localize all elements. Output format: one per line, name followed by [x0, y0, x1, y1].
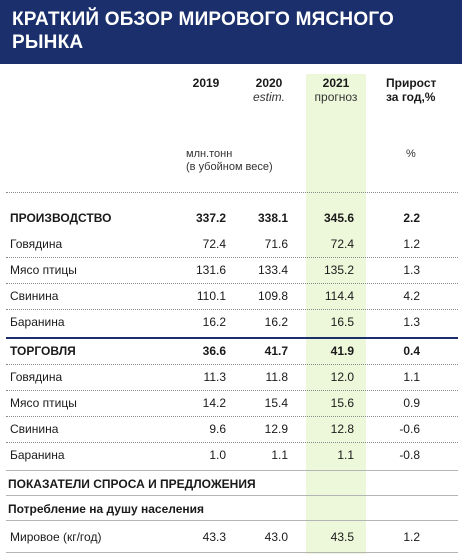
page-title: КРАТКИЙ ОБЗОР МИРОВОГО МЯСНОГО РЫНКА [12, 9, 395, 53]
trade-row-2020: 15.4 [264, 396, 288, 410]
production-row-2020: 71.6 [264, 237, 288, 251]
production-row-2020: 109.8 [257, 289, 288, 303]
production-row-label: Свинина [10, 289, 59, 303]
divider [6, 390, 458, 391]
trade-row-2020: 1.1 [271, 448, 288, 462]
trade-row-2021: 15.6 [330, 396, 354, 410]
trade-row-2019: 14.2 [202, 396, 226, 410]
divider [6, 309, 458, 310]
production-row-2021: 114.4 [324, 289, 354, 303]
indicators-subsection-label: Потребление на душу населения [8, 502, 205, 516]
trade-row-growth: 0.9 [403, 396, 420, 410]
indicators-row-2021: 43.5 [330, 530, 354, 544]
trade-2020: 41.7 [264, 344, 288, 358]
indicators-row-2019: 43.3 [202, 530, 226, 544]
units-line-1: млн.тонн [186, 148, 233, 160]
trade-row-2019: 1.0 [209, 448, 226, 462]
trade-label: ТОРГОВЛЯ [10, 344, 76, 358]
units-percent: % [406, 148, 416, 160]
production-row-2021: 72.4 [330, 237, 354, 251]
indicators-row-label: Мировое (кг/год) [10, 530, 102, 544]
trade-row-2019: 11.3 [203, 370, 226, 384]
indicators-row-growth: 1.2 [403, 530, 420, 544]
col-header-2019: 2019 [192, 76, 220, 90]
col-header-growth-1: Прирост [386, 76, 437, 90]
col-note-2020: estim. [252, 90, 285, 104]
section-divider [6, 470, 458, 471]
col-header-2020: 2020 [255, 76, 283, 90]
production-row-label: Говядина [10, 237, 63, 251]
col-note-2021: прогноз [314, 90, 358, 104]
divider [6, 364, 458, 365]
divider [6, 416, 458, 417]
divider [6, 283, 458, 284]
trade-2021: 41.9 [330, 344, 354, 358]
production-row-2019: 110.1 [196, 289, 226, 303]
production-row-2019: 72.4 [202, 237, 226, 251]
col-header-2021: 2021 [322, 76, 350, 90]
divider [6, 442, 458, 443]
trade-row-label: Говядина [10, 370, 63, 384]
production-growth: 2.2 [403, 211, 420, 225]
section-divider [6, 495, 458, 496]
production-row-growth: 4.2 [403, 289, 420, 303]
production-row-2021: 16.5 [330, 315, 354, 329]
indicators-section-label: ПОКАЗАТЕЛИ СПРОСА И ПРЕДЛОЖЕНИЯ [8, 477, 256, 491]
trade-row-growth: -0.8 [399, 448, 420, 462]
section-divider [6, 520, 458, 521]
trade-row-2021: 1.1 [337, 448, 354, 462]
production-row-label: Баранина [10, 315, 65, 329]
col-header-growth-2: за год,% [386, 90, 436, 104]
trade-row-growth: 1.1 [403, 370, 420, 384]
trade-2019: 36.6 [202, 344, 226, 358]
production-label: ПРОИЗВОДСТВО [10, 211, 112, 225]
production-row-2020: 16.2 [264, 315, 288, 329]
trade-row-label: Свинина [10, 422, 59, 436]
trade-growth: 0.4 [403, 344, 420, 358]
trade-row-label: Баранина [10, 448, 65, 462]
trade-row-2021: 12.0 [330, 370, 354, 384]
production-2020: 338.1 [257, 211, 288, 225]
production-row-2019: 16.2 [202, 315, 226, 329]
production-row-growth: 1.2 [403, 237, 420, 251]
production-row-label: Мясо птицы [10, 263, 77, 277]
production-row-2020: 133.4 [257, 263, 288, 277]
production-2021: 345.6 [323, 211, 354, 225]
title-banner: КРАТКИЙ ОБЗОР МИРОВОГО МЯСНОГО РЫНКА [0, 0, 462, 64]
trade-row-label: Мясо птицы [10, 396, 77, 410]
trade-row-2019: 9.6 [209, 422, 226, 436]
bottom-divider [6, 552, 458, 553]
trade-row-growth: -0.6 [399, 422, 420, 436]
indicators-row-2020: 43.0 [264, 530, 288, 544]
units-line-2: (в убойном весе) [186, 161, 273, 173]
divider [6, 192, 458, 193]
forecast-column-highlight [306, 74, 366, 554]
production-row-growth: 1.3 [403, 315, 420, 329]
trade-row-2020: 11.8 [265, 370, 288, 384]
production-row-growth: 1.3 [403, 263, 420, 277]
divider [6, 257, 458, 258]
section-divider [6, 337, 458, 339]
trade-row-2020: 12.9 [264, 422, 288, 436]
production-row-2019: 131.6 [195, 263, 226, 277]
production-row-2021: 135.2 [323, 263, 354, 277]
production-2019: 337.2 [195, 211, 226, 225]
trade-row-2021: 12.8 [330, 422, 354, 436]
